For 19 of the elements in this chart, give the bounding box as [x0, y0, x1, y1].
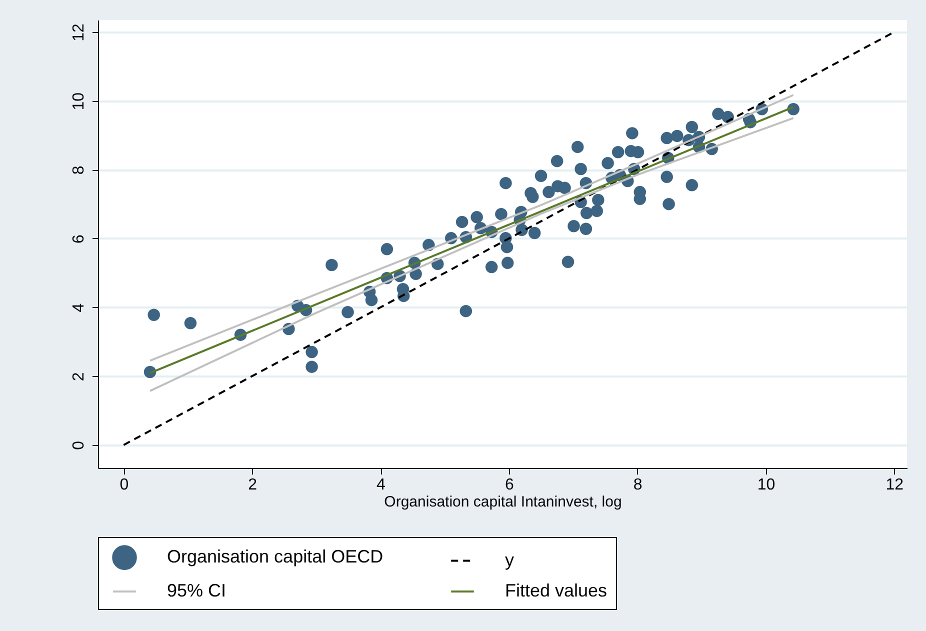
x-tick-label: 12: [886, 476, 904, 494]
y-tick-label: 2: [70, 372, 88, 382]
y-tick-label: 4: [70, 303, 88, 312]
legend-label: Organisation capital OECD: [167, 546, 384, 567]
x-tick-label: 10: [757, 476, 776, 494]
x-tick-label: 6: [504, 476, 514, 494]
y-tick-label: 10: [70, 92, 88, 110]
x-tick-label: 0: [120, 476, 129, 494]
y-tick-label: 0: [70, 440, 88, 450]
x-tick-label: 2: [248, 476, 258, 494]
legend-label: y: [505, 550, 514, 570]
y-tick-label: 12: [70, 24, 88, 42]
y-tick-label: 8: [70, 166, 88, 175]
x-tick-label: 4: [376, 476, 386, 494]
y-tick-label: 6: [70, 234, 88, 244]
legend-label: Fitted values: [505, 580, 608, 600]
x-tick-label: 8: [633, 476, 642, 494]
legend-label: 95% CI: [167, 580, 226, 600]
x-axis-title: Organisation capital Intaninvest, log: [384, 494, 622, 510]
